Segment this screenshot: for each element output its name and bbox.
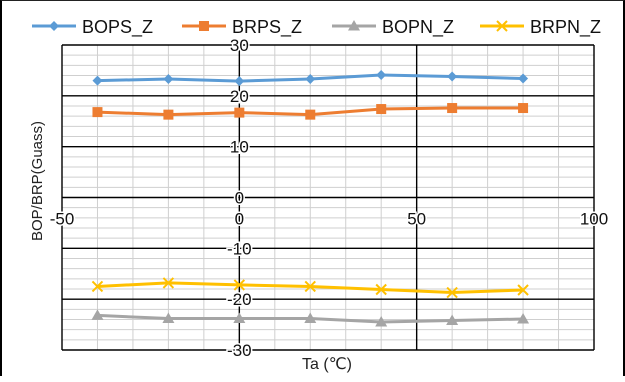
data-point xyxy=(375,283,387,296)
legend-label: BRPN_Z xyxy=(530,17,601,38)
data-point xyxy=(92,107,103,118)
data-point xyxy=(518,103,529,114)
data-point xyxy=(376,69,387,80)
major-gridlines xyxy=(61,44,595,351)
series-brps-z xyxy=(92,103,529,120)
legend-marker xyxy=(348,20,360,31)
data-point xyxy=(234,76,245,87)
data-point xyxy=(163,74,174,85)
y-tick-label: -30 xyxy=(227,341,252,360)
y-tick-label: 30 xyxy=(230,36,249,55)
legend-marker xyxy=(199,21,209,31)
data-point xyxy=(304,312,317,323)
x-tick-label: 100 xyxy=(580,210,608,229)
series-brpn-z xyxy=(91,277,529,299)
legend-label: BOPS_Z xyxy=(82,17,153,38)
y-tick-label: -10 xyxy=(227,239,252,258)
data-point xyxy=(162,277,175,289)
series-bopn-z xyxy=(91,309,530,327)
data-point xyxy=(163,109,174,120)
data-point xyxy=(447,71,458,82)
x-axis-title: Ta (℃) xyxy=(302,356,352,373)
y-tick-label: 0 xyxy=(235,189,244,208)
data-point xyxy=(162,312,175,323)
legend-label: BRPS_Z xyxy=(232,17,302,38)
y-tick-label: -20 xyxy=(227,290,252,309)
legend-marker xyxy=(49,21,59,31)
data-point xyxy=(446,314,459,326)
data-point xyxy=(304,280,316,293)
legend-marker xyxy=(496,20,508,32)
line-chart: BOPS_Z BRPS_Z BOPN_Z BRPN_Z 3020100-10-20-3… xyxy=(29,17,610,373)
legend-item-bopn-z: BOPN_Z xyxy=(332,17,454,38)
x-tick-label: -50 xyxy=(50,210,75,229)
series-layer xyxy=(91,69,530,327)
legend-item-brps-z: BRPS_Z xyxy=(182,17,302,38)
data-point xyxy=(234,107,245,118)
y-tick-label: 10 xyxy=(230,138,249,157)
data-point xyxy=(305,109,316,120)
x-tick-label: 50 xyxy=(407,210,426,229)
data-point xyxy=(447,103,458,114)
data-point xyxy=(376,104,387,115)
data-point xyxy=(91,280,104,293)
legend-label: BOPN_Z xyxy=(382,17,454,38)
data-point xyxy=(518,73,529,84)
data-point xyxy=(517,284,529,296)
legend-item-bops-z: BOPS_Z xyxy=(32,17,153,38)
chart-legend: BOPS_Z BRPS_Z BOPN_Z BRPN_Z xyxy=(32,17,601,38)
data-point xyxy=(233,279,246,291)
y-axis-title: BOP/BRP(Guass) xyxy=(29,121,46,241)
series-bops-z xyxy=(92,69,529,87)
data-point xyxy=(375,316,388,327)
data-point xyxy=(92,75,103,86)
data-point xyxy=(91,309,104,320)
data-point xyxy=(233,312,246,323)
data-point xyxy=(305,74,316,85)
data-point xyxy=(517,312,530,324)
x-tick-label: 0 xyxy=(235,210,244,229)
y-tick-label: 20 xyxy=(230,87,249,106)
data-point xyxy=(446,286,458,299)
legend-item-brpn-z: BRPN_Z xyxy=(480,17,601,38)
